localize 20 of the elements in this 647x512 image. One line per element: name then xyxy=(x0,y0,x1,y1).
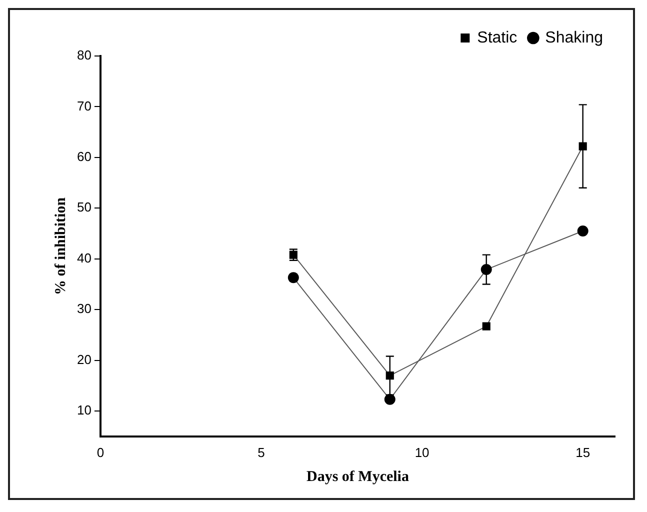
y-tick-label: 50 xyxy=(76,200,92,215)
y-tick-label: 40 xyxy=(76,250,92,266)
x-tick-label: 0 xyxy=(96,444,104,460)
legend-label: Static xyxy=(477,29,518,46)
y-tick-label: 80 xyxy=(76,48,92,63)
x-tick-label: 10 xyxy=(414,444,430,460)
y-tick-label: 70 xyxy=(76,98,92,114)
y-tick-label: 30 xyxy=(76,301,92,316)
y-tick-label: 60 xyxy=(76,149,92,164)
point xyxy=(480,264,492,276)
y-tick-label: 10 xyxy=(76,402,92,418)
x-tick-label: 5 xyxy=(258,444,265,460)
y-tick-label: 20 xyxy=(76,352,92,367)
point xyxy=(384,394,396,405)
legend-label: Shaking xyxy=(545,29,604,46)
x-axis-title: Days of Mycelia xyxy=(306,468,410,485)
point xyxy=(577,225,588,236)
x-tick-label: 15 xyxy=(576,444,590,460)
y-axis-title: % of inhibition xyxy=(52,196,69,295)
point xyxy=(482,322,490,330)
